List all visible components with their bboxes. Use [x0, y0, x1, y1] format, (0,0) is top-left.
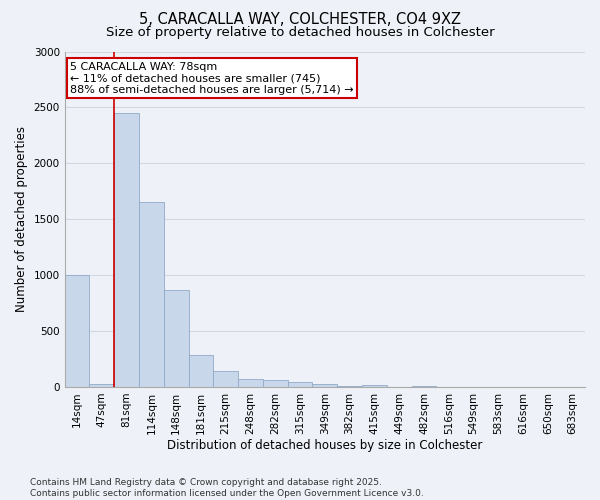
Bar: [65, 275, 89, 387]
Bar: [188, 354, 214, 387]
Bar: [287, 382, 313, 387]
Bar: [362, 384, 387, 387]
Bar: [313, 384, 337, 387]
Bar: [337, 386, 362, 387]
Bar: [89, 384, 114, 387]
X-axis label: Distribution of detached houses by size in Colchester: Distribution of detached houses by size …: [167, 440, 482, 452]
Bar: [139, 202, 164, 387]
Bar: [214, 372, 238, 387]
Y-axis label: Number of detached properties: Number of detached properties: [15, 126, 28, 312]
Text: 5, CARACALLA WAY, COLCHESTER, CO4 9XZ: 5, CARACALLA WAY, COLCHESTER, CO4 9XZ: [139, 12, 461, 28]
Bar: [114, 113, 139, 387]
Text: Size of property relative to detached houses in Colchester: Size of property relative to detached ho…: [106, 26, 494, 39]
Bar: [412, 386, 436, 387]
Text: 5 CARACALLA WAY: 78sqm
← 11% of detached houses are smaller (745)
88% of semi-de: 5 CARACALLA WAY: 78sqm ← 11% of detached…: [70, 62, 353, 95]
Bar: [263, 380, 287, 387]
Bar: [238, 379, 263, 387]
Bar: [164, 290, 188, 387]
Text: Contains HM Land Registry data © Crown copyright and database right 2025.
Contai: Contains HM Land Registry data © Crown c…: [30, 478, 424, 498]
